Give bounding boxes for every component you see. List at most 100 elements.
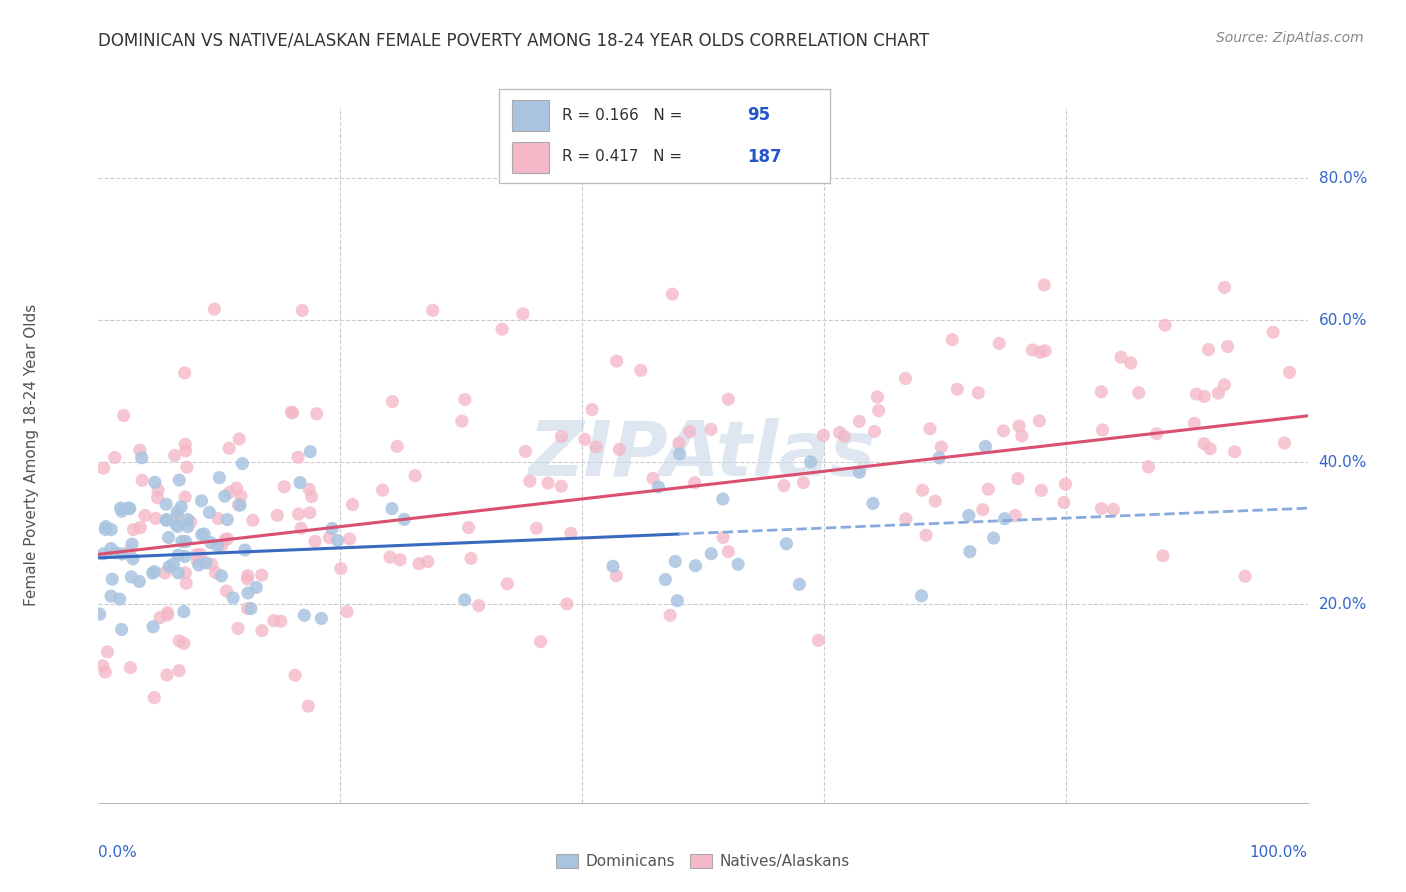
Point <box>1004 508 1026 523</box>
Point <box>236 572 259 586</box>
Point <box>1146 426 1168 441</box>
Point <box>94 665 117 680</box>
Point <box>118 544 141 558</box>
Point <box>153 566 176 580</box>
Point <box>1274 436 1296 450</box>
Point <box>222 591 245 605</box>
Point <box>209 569 232 583</box>
Point <box>250 568 273 582</box>
Point <box>165 517 187 532</box>
Point <box>143 565 166 579</box>
Point <box>121 537 143 551</box>
Point <box>288 475 311 490</box>
Point <box>654 573 676 587</box>
Point <box>155 497 177 511</box>
Point <box>661 287 683 301</box>
Point <box>1192 436 1215 450</box>
Point <box>273 480 295 494</box>
Point <box>1031 483 1053 498</box>
Point <box>236 568 259 582</box>
Point <box>928 450 950 465</box>
Point <box>176 460 198 475</box>
Point <box>581 402 603 417</box>
Point <box>911 483 934 498</box>
Point <box>298 483 321 497</box>
Text: DOMINICAN VS NATIVE/ALASKAN FEMALE POVERTY AMONG 18-24 YEAR OLDS CORRELATION CHA: DOMINICAN VS NATIVE/ALASKAN FEMALE POVER… <box>98 31 929 49</box>
Point <box>287 507 309 521</box>
Point <box>187 558 209 572</box>
Point <box>111 623 134 637</box>
Point <box>454 592 477 607</box>
Point <box>974 439 997 453</box>
Point <box>941 333 963 347</box>
Point <box>800 455 823 469</box>
Point <box>371 483 394 498</box>
Text: 187: 187 <box>747 148 782 166</box>
Point <box>93 547 115 561</box>
Point <box>1008 419 1031 434</box>
Point <box>311 611 333 625</box>
Point <box>111 504 134 518</box>
Point <box>170 534 193 549</box>
Point <box>326 533 349 548</box>
Point <box>120 570 142 584</box>
Point <box>862 496 884 510</box>
Point <box>515 444 537 458</box>
Point <box>496 576 519 591</box>
Point <box>848 414 870 428</box>
Point <box>174 437 197 451</box>
Point <box>167 473 190 487</box>
Text: 80.0%: 80.0% <box>1319 170 1367 186</box>
Point <box>454 392 477 407</box>
Point <box>156 606 179 620</box>
Point <box>1154 318 1177 333</box>
Point <box>560 526 582 541</box>
Point <box>1028 414 1050 428</box>
Point <box>910 589 932 603</box>
Point <box>1198 343 1220 357</box>
Point <box>924 494 946 508</box>
Point <box>174 576 197 591</box>
Point <box>378 550 401 565</box>
Point <box>204 566 226 580</box>
Point <box>149 610 172 624</box>
Point <box>1054 477 1077 491</box>
Point <box>404 468 426 483</box>
Point <box>679 425 702 439</box>
Point <box>491 322 513 336</box>
Point <box>233 543 256 558</box>
Point <box>789 577 811 591</box>
Text: R = 0.417   N =: R = 0.417 N = <box>562 149 688 164</box>
Legend: Dominicans, Natives/Alaskans: Dominicans, Natives/Alaskans <box>550 847 856 875</box>
Point <box>239 601 262 615</box>
Point <box>1109 350 1132 364</box>
Text: ZIPAtlas: ZIPAtlas <box>529 418 877 491</box>
Point <box>1033 277 1056 292</box>
Point <box>685 558 707 573</box>
Point <box>1029 345 1052 359</box>
Point <box>775 537 797 551</box>
Point <box>959 545 981 559</box>
Point <box>304 534 326 549</box>
Point <box>609 442 631 457</box>
Point <box>1128 385 1150 400</box>
Point <box>1102 502 1125 516</box>
Point <box>647 480 669 494</box>
Point <box>292 608 315 623</box>
Point <box>173 366 195 380</box>
Point <box>108 592 131 607</box>
Point <box>190 547 212 561</box>
Point <box>460 551 482 566</box>
Point <box>321 522 343 536</box>
Point <box>166 509 188 524</box>
Point <box>173 549 195 564</box>
Point <box>381 501 404 516</box>
Point <box>385 439 408 453</box>
Point <box>280 405 302 419</box>
Point <box>918 422 941 436</box>
Point <box>266 508 288 523</box>
Point <box>866 390 889 404</box>
Point <box>166 519 188 533</box>
Point <box>100 589 122 603</box>
Point <box>146 483 169 497</box>
